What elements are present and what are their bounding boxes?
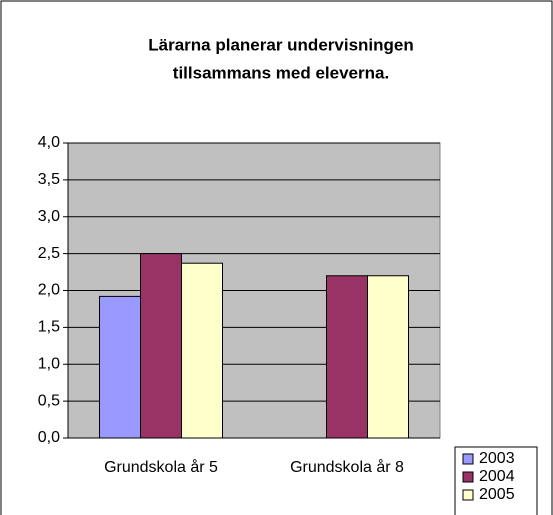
legend-swatch xyxy=(462,453,474,465)
bar xyxy=(181,262,223,439)
y-tick-label: 0,0 xyxy=(38,429,60,446)
y-tick-label: 0,5 xyxy=(38,392,60,409)
y-tick-label: 4,0 xyxy=(38,134,60,151)
y-tick-label: 2,0 xyxy=(38,282,60,299)
bar xyxy=(367,275,409,439)
chart-title: tillsammans med eleverna. xyxy=(173,63,389,82)
y-tick-label: 3,5 xyxy=(38,171,60,188)
y-tick-label: 2,5 xyxy=(38,245,60,262)
legend-swatch xyxy=(462,471,474,483)
y-tick-label: 1,0 xyxy=(38,355,60,372)
legend-label: 2005 xyxy=(479,486,515,503)
legend-label: 2003 xyxy=(479,450,515,467)
x-tick-label: Grundskola år 8 xyxy=(290,458,404,476)
legend-label: 2004 xyxy=(479,468,515,485)
y-tick-label: 1,5 xyxy=(38,319,60,336)
bar xyxy=(326,275,368,439)
y-tick-label: 3,0 xyxy=(38,208,60,225)
bar xyxy=(99,295,141,439)
chart-title: Lärarna planerar undervisningen xyxy=(148,35,413,54)
x-tick-label: Grundskola år 5 xyxy=(104,458,218,476)
legend-swatch xyxy=(462,489,474,501)
bar xyxy=(140,253,182,439)
